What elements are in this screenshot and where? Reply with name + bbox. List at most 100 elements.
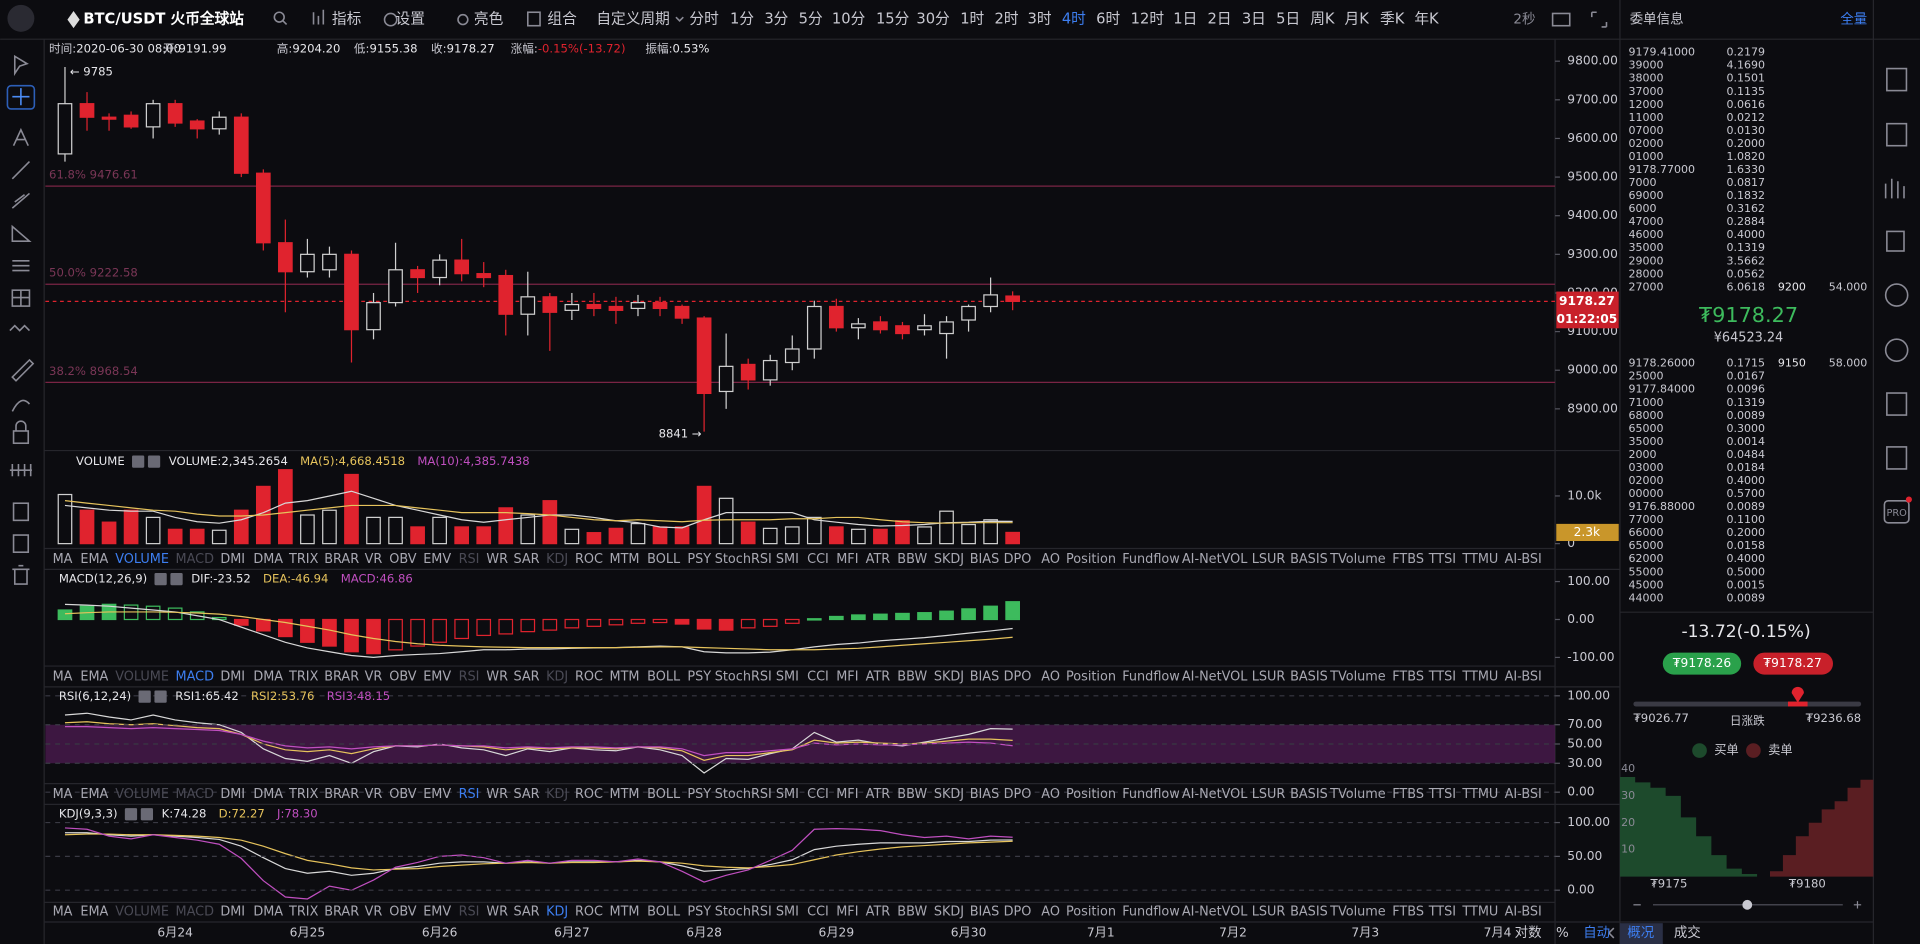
period-tab[interactable]: 4时	[1062, 11, 1086, 28]
indicator-tab[interactable]: SKDJ	[934, 670, 964, 685]
indicator-tab[interactable]: PSY	[687, 787, 711, 802]
indicator-tab[interactable]: PSY	[687, 670, 711, 685]
period-tab[interactable]: 10分	[832, 11, 866, 28]
indicator-tab[interactable]: AI-BSI	[1505, 552, 1542, 567]
indicator-tab[interactable]: CCI	[807, 670, 829, 685]
indicator-tab[interactable]: Position	[1066, 552, 1116, 567]
indicator-tab[interactable]: KDJ	[546, 905, 568, 920]
indicator-tab[interactable]: RSI	[459, 905, 480, 920]
indicator-tab[interactable]: ROC	[575, 552, 603, 567]
indicator-tab[interactable]: MFI	[836, 905, 858, 920]
indicator-tab[interactable]: VR	[365, 670, 383, 685]
indicator-tab[interactable]: KDJ	[546, 787, 568, 802]
period-tab[interactable]: 月K	[1345, 11, 1370, 28]
indicator-tab[interactable]: LSUR	[1252, 552, 1286, 567]
indicator-tab[interactable]: DMI	[220, 905, 245, 920]
close-button[interactable]	[170, 573, 183, 586]
indicator-tab[interactable]: MACD	[176, 552, 215, 567]
indicator-tab[interactable]: TRIX	[288, 787, 319, 802]
indicator-tab[interactable]: AI-NetVOL	[1182, 552, 1248, 567]
axis-tool[interactable]: 自动	[1583, 925, 1610, 941]
indicator-tab[interactable]: Position	[1066, 905, 1116, 920]
indicator-tab[interactable]: ATR	[866, 552, 891, 567]
sell-button[interactable]	[1753, 652, 1833, 675]
indicator-tab[interactable]: AO	[1041, 905, 1060, 920]
indicator-tab[interactable]: BASIS	[1290, 787, 1328, 802]
period-tab[interactable]: 周K	[1310, 11, 1335, 28]
indicator-tab[interactable]: AI-BSI	[1505, 787, 1542, 802]
indicator-tab[interactable]: LSUR	[1252, 905, 1286, 920]
indicator-tab[interactable]: MTM	[610, 905, 640, 920]
indicator-tab[interactable]: SKDJ	[934, 552, 964, 567]
indicator-tab[interactable]: SMI	[776, 905, 799, 920]
indicator-tab[interactable]: MTM	[610, 552, 640, 567]
indicator-tab[interactable]: Fundflow	[1122, 670, 1180, 685]
indicator-tab[interactable]: SAR	[514, 552, 540, 567]
indicator-tab[interactable]: BRAR	[324, 905, 359, 920]
period-tab[interactable]: 15分	[876, 11, 910, 28]
indicator-tab[interactable]: EMA	[80, 787, 108, 802]
close-button[interactable]	[154, 690, 167, 703]
settings-button[interactable]	[154, 573, 167, 586]
period-tab[interactable]: 分时	[689, 11, 719, 28]
period-tab[interactable]: 3日	[1242, 11, 1266, 28]
indicator-tab[interactable]: BBW	[897, 787, 927, 802]
indicator-tab[interactable]: MA	[53, 670, 73, 685]
indicator-tab[interactable]: LSUR	[1252, 787, 1286, 802]
refresh-rate[interactable]: 2秒	[1513, 12, 1535, 28]
indicator-tab[interactable]: FTBS	[1392, 905, 1424, 920]
indicator-tab[interactable]: EMV	[423, 905, 451, 920]
indicator-tab[interactable]: AO	[1041, 670, 1060, 685]
indicator-tab[interactable]: TTSI	[1428, 787, 1456, 802]
toolbar-item[interactable]: 指标	[332, 11, 362, 28]
indicator-tab[interactable]: VR	[365, 552, 383, 567]
indicator-tab[interactable]: CCI	[807, 787, 829, 802]
indicator-tab[interactable]: DMA	[253, 670, 283, 685]
buy-button-label[interactable]: ₮9178.26	[1673, 656, 1732, 670]
indicator-tab[interactable]: OBV	[389, 905, 417, 920]
settings-button[interactable]	[132, 455, 145, 468]
indicator-tab[interactable]: AI-NetVOL	[1182, 670, 1248, 685]
settings-button[interactable]	[138, 690, 151, 703]
axis-tool[interactable]: %	[1556, 926, 1569, 941]
indicator-tab[interactable]: MTM	[610, 670, 640, 685]
indicator-tab[interactable]: ROC	[575, 670, 603, 685]
indicator-tab[interactable]: BOLL	[647, 670, 681, 685]
indicator-tab[interactable]: BASIS	[1290, 552, 1328, 567]
indicator-tab[interactable]: MACD	[176, 905, 215, 920]
indicator-tab[interactable]: AO	[1041, 552, 1060, 567]
indicator-tab[interactable]: SMI	[776, 670, 799, 685]
period-tab[interactable]: 6时	[1096, 11, 1120, 28]
indicator-tab[interactable]: MTM	[610, 787, 640, 802]
indicator-tab[interactable]: OBV	[389, 670, 417, 685]
indicator-tab[interactable]: Position	[1066, 670, 1116, 685]
indicator-tab[interactable]: EMV	[423, 670, 451, 685]
indicator-tab[interactable]: OBV	[389, 552, 417, 567]
indicator-tab[interactable]: MFI	[836, 552, 858, 567]
indicator-tab[interactable]: StochRSI	[715, 787, 772, 802]
indicator-tab[interactable]: WR	[486, 787, 508, 802]
indicator-tab[interactable]: BRAR	[324, 670, 359, 685]
indicator-tab[interactable]: SKDJ	[934, 787, 964, 802]
period-tab[interactable]: 3时	[1028, 11, 1052, 28]
indicator-tab[interactable]: VOLUME	[115, 905, 169, 920]
period-tab[interactable]: 5分	[799, 11, 823, 28]
indicator-tab[interactable]: TTSI	[1428, 905, 1456, 920]
indicator-tab[interactable]: BOLL	[647, 905, 681, 920]
indicator-tab[interactable]: StochRSI	[715, 670, 772, 685]
indicator-tab[interactable]: DMA	[253, 905, 283, 920]
indicator-tab[interactable]: SMI	[776, 787, 799, 802]
indicator-tab[interactable]: ATR	[866, 670, 891, 685]
indicator-tab[interactable]: EMV	[423, 552, 451, 567]
indicator-tab[interactable]: Fundflow	[1122, 787, 1180, 802]
indicator-tab[interactable]: MA	[53, 905, 73, 920]
indicator-tab[interactable]: TVolume	[1329, 905, 1386, 920]
custom-period[interactable]: 自定义周期	[596, 11, 669, 28]
indicator-tab[interactable]: DPO	[1004, 552, 1032, 567]
indicator-tab[interactable]: BRAR	[324, 787, 359, 802]
indicator-tab[interactable]: TTMU	[1461, 905, 1498, 920]
indicator-tab[interactable]: SAR	[514, 905, 540, 920]
indicator-tab[interactable]: TTSI	[1428, 670, 1456, 685]
indicator-tab[interactable]: SKDJ	[934, 905, 964, 920]
indicator-tab[interactable]: DMI	[220, 552, 245, 567]
